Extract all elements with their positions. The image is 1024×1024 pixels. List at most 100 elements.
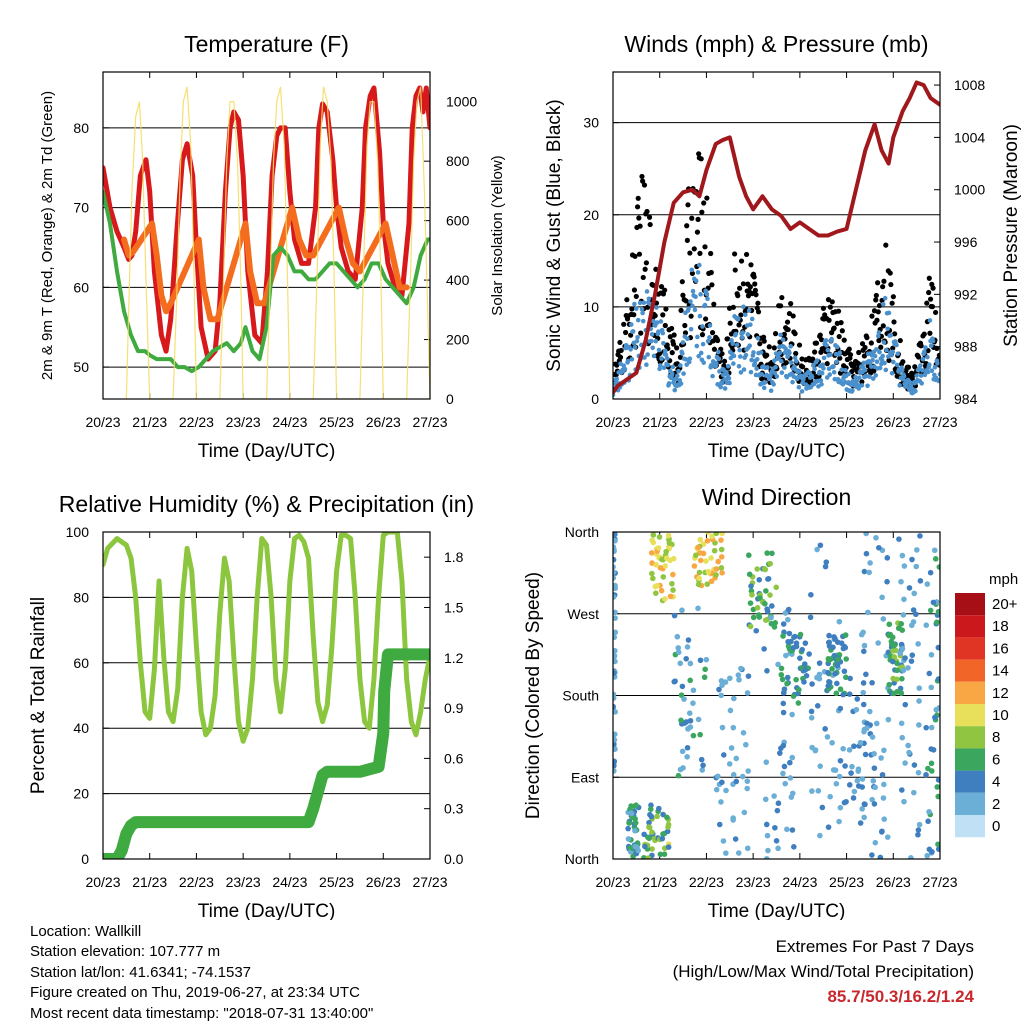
direction-point bbox=[779, 676, 786, 683]
direction-point bbox=[723, 850, 729, 856]
direction-point bbox=[613, 585, 618, 592]
sonic-wind-point bbox=[649, 332, 655, 337]
sonic-wind-point bbox=[837, 350, 843, 356]
gust-point bbox=[638, 330, 644, 336]
direction-point bbox=[857, 820, 864, 826]
gust-point bbox=[663, 306, 669, 312]
sonic-wind-point bbox=[653, 338, 659, 344]
direction-point bbox=[642, 843, 648, 850]
direction-point bbox=[936, 564, 940, 570]
direction-point bbox=[679, 607, 685, 614]
gust-point bbox=[790, 313, 796, 319]
gust-point bbox=[640, 274, 646, 281]
legend-label: 8 bbox=[992, 729, 1000, 746]
sonic-wind-point bbox=[895, 351, 901, 357]
gust-point bbox=[642, 266, 648, 272]
direction-point bbox=[851, 788, 858, 795]
direction-point bbox=[873, 534, 879, 541]
sonic-wind-point bbox=[741, 304, 746, 310]
gust-point bbox=[771, 345, 777, 351]
direction-point bbox=[847, 675, 853, 682]
sonic-wind-point bbox=[928, 343, 934, 349]
sonic-wind-point bbox=[663, 352, 669, 357]
gust-point bbox=[727, 320, 733, 326]
y-tick-label: 0 bbox=[591, 391, 599, 407]
direction-point bbox=[836, 773, 843, 780]
direction-point bbox=[646, 824, 652, 830]
sonic-wind-point bbox=[664, 356, 670, 361]
gust-point bbox=[623, 329, 629, 336]
y-axis-label: 2m & 9m T (Red, Orange) & 2m Td (Green) bbox=[39, 91, 56, 380]
gust-point bbox=[740, 281, 747, 287]
gust-point bbox=[921, 331, 927, 337]
sonic-wind-point bbox=[819, 370, 825, 376]
direction-point bbox=[661, 851, 668, 857]
sonic-wind-point bbox=[746, 308, 752, 313]
direction-point bbox=[935, 777, 940, 783]
direction-point bbox=[884, 578, 890, 585]
direction-point bbox=[911, 789, 917, 796]
sonic-wind-point bbox=[693, 278, 699, 283]
direction-point bbox=[730, 817, 736, 823]
direction-point bbox=[822, 726, 828, 732]
sonic-wind-point bbox=[854, 378, 860, 384]
gust-point bbox=[709, 330, 716, 336]
sonic-wind-point bbox=[788, 344, 793, 349]
sonic-wind-point bbox=[874, 359, 880, 365]
direction-point bbox=[757, 595, 763, 601]
sonic-wind-point bbox=[645, 352, 650, 357]
gust-point bbox=[793, 350, 799, 357]
direction-point bbox=[935, 608, 940, 615]
gust-point bbox=[883, 242, 889, 248]
direction-point bbox=[733, 778, 740, 785]
direction-point bbox=[675, 649, 682, 656]
direction-point bbox=[825, 824, 832, 830]
x-tick-label: 21/23 bbox=[132, 874, 167, 890]
latlon-line: Station lat/lon: 41.6341; -74.1537 bbox=[30, 963, 252, 981]
sonic-wind-point bbox=[656, 347, 662, 353]
gust-point bbox=[862, 344, 868, 351]
sonic-wind-point bbox=[782, 365, 787, 370]
direction-point bbox=[768, 614, 774, 621]
sonic-wind-point bbox=[695, 270, 701, 275]
gust-point bbox=[869, 313, 875, 319]
direction-point bbox=[812, 747, 819, 754]
direction-point bbox=[879, 594, 885, 601]
direction-point bbox=[908, 658, 915, 664]
y-axis-label: Percent & Total Rainfall bbox=[28, 597, 49, 794]
direction-point bbox=[761, 566, 768, 572]
direction-point bbox=[745, 768, 751, 774]
direction-point bbox=[628, 803, 634, 809]
y2-tick-label: 984 bbox=[954, 391, 978, 407]
direction-point bbox=[762, 796, 769, 803]
gust-point bbox=[684, 223, 690, 229]
sonic-wind-point bbox=[634, 338, 640, 344]
direction-point bbox=[780, 633, 786, 639]
sonic-wind-point bbox=[899, 367, 905, 373]
sonic-wind-point bbox=[754, 356, 760, 362]
direction-point bbox=[899, 787, 905, 793]
gust-point bbox=[934, 345, 940, 352]
direction-point bbox=[896, 625, 902, 631]
direction-point bbox=[650, 575, 656, 582]
direction-point bbox=[664, 828, 671, 835]
x-tick-label: 24/23 bbox=[272, 414, 307, 430]
gust-point bbox=[831, 325, 837, 331]
sonic-wind-point bbox=[867, 374, 872, 379]
sonic-wind-point bbox=[791, 374, 797, 379]
direction-point bbox=[869, 796, 875, 803]
direction-point bbox=[885, 716, 892, 723]
direction-point bbox=[613, 532, 618, 538]
direction-point bbox=[799, 646, 805, 653]
gust-point bbox=[732, 267, 738, 273]
direction-point bbox=[756, 614, 763, 620]
x-tick-label: 24/23 bbox=[782, 874, 817, 890]
sonic-wind-point bbox=[935, 361, 940, 366]
gust-point bbox=[629, 306, 635, 312]
direction-point bbox=[855, 766, 862, 772]
gust-point bbox=[694, 229, 701, 235]
direction-point bbox=[780, 621, 787, 627]
sonic-wind-point bbox=[751, 350, 756, 355]
gust-point bbox=[624, 297, 630, 303]
gust-point bbox=[887, 270, 893, 276]
